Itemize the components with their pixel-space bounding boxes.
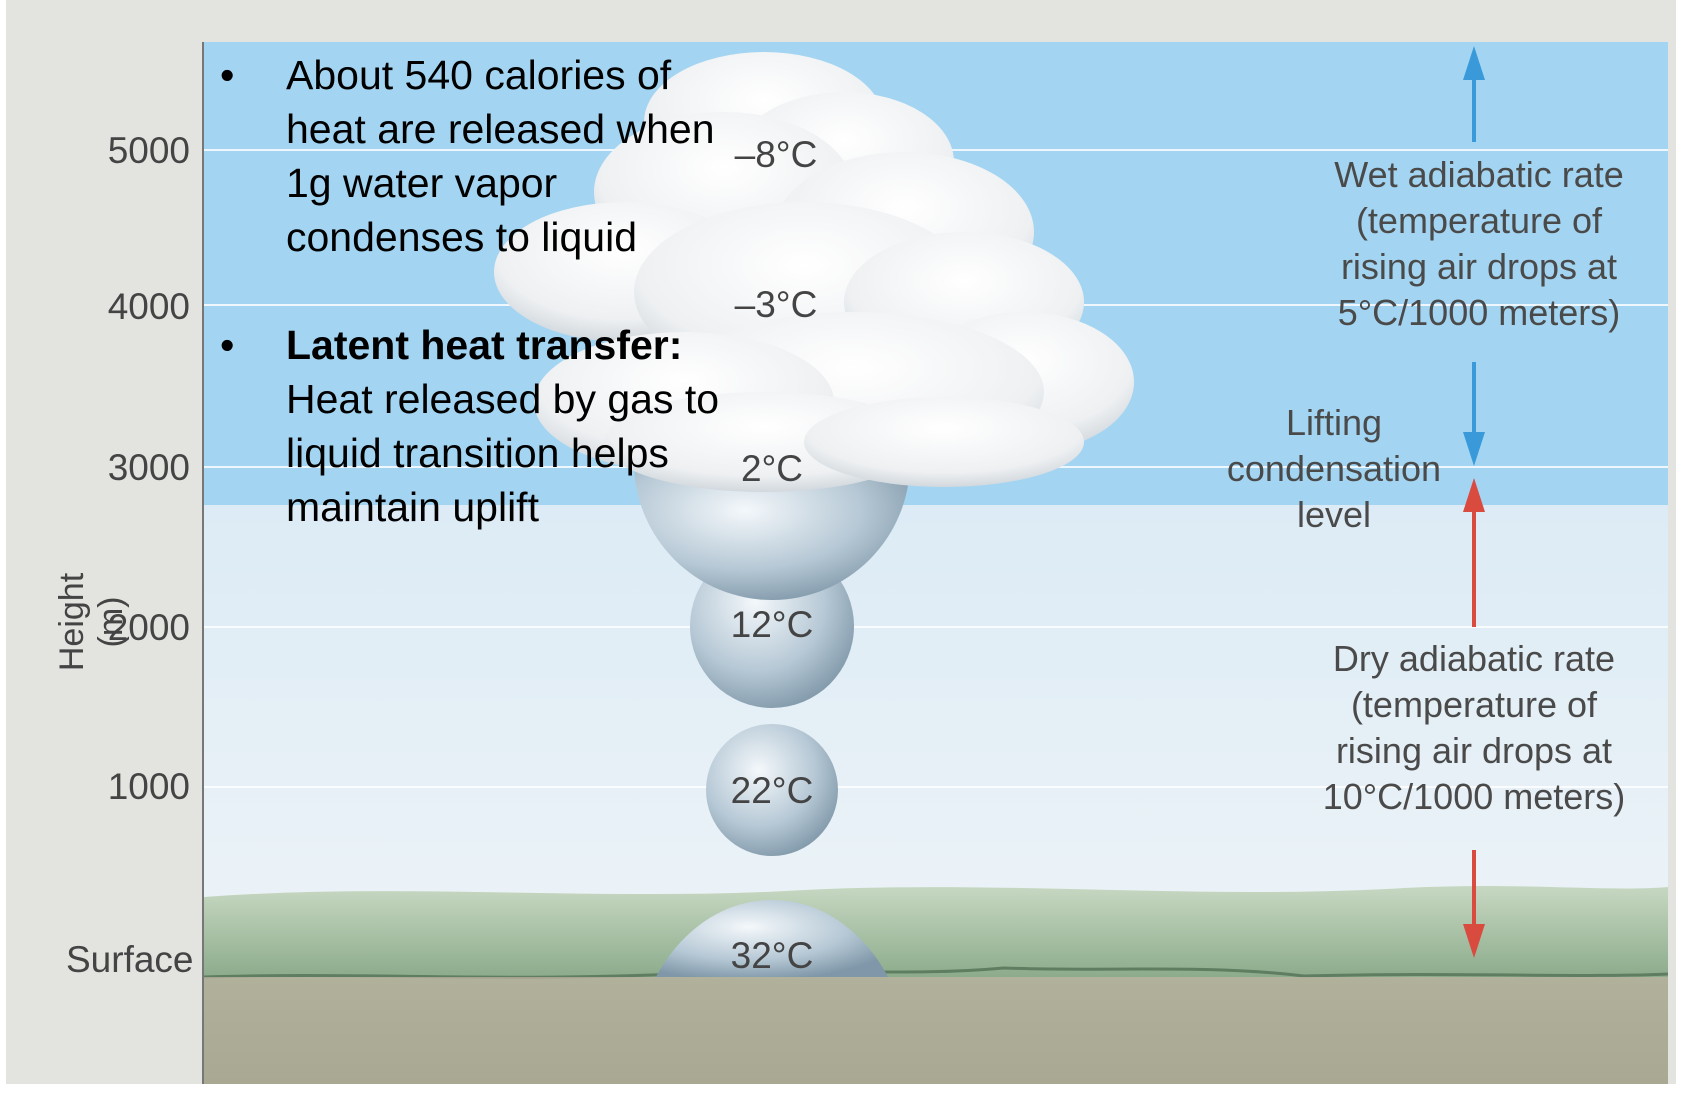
temp-surface: 32°C [730,935,814,976]
parcel-3000m [634,462,910,600]
tick-1000: 1000 [107,766,190,807]
tick-4000: 4000 [107,286,190,327]
plot-area: • About 540 calories of heat are release… [202,42,1668,1084]
wet-arrow-down [1463,362,1485,466]
temp-3000m: 2°C [740,448,804,489]
lcl-label: Lifting condensation level [1226,402,1442,535]
tick-5000: 5000 [107,130,190,171]
bullet-text: About 540 calories of heat are released … [286,52,715,260]
temp-2000m: 12°C [730,604,814,645]
parcel-1000m [706,724,838,856]
wet-arrow-up [1463,46,1485,142]
tick-surface: Surface [66,939,194,980]
wet-rate-label: Wet adiabatic rate (temperature of risin… [1334,154,1624,333]
parcel-surface [656,900,888,977]
dry-arrow-down [1463,850,1485,958]
bullet-marker: • [220,52,235,98]
temp-1000m: 22°C [730,770,814,811]
temp-4000m: –3°C [734,284,818,325]
scene-svg [204,42,1668,1084]
dry-arrow-up [1463,478,1485,627]
bullet-text: Latent heat transfer: Heat released by g… [286,318,756,534]
diagram-frame: Height (m) 5000 4000 3000 2000 1000 Surf… [6,0,1676,1084]
tick-2000: 2000 [107,607,190,648]
cumulus-cloud [494,52,1134,492]
tick-3000: 3000 [107,447,190,488]
bullet-body: Heat released by gas to liquid transitio… [286,376,720,530]
bullet-bold: Latent heat transfer: [286,322,683,368]
dry-rate-label: Dry adiabatic rate (temperature of risin… [1322,638,1626,817]
bullet-marker: • [220,322,235,368]
temp-5000m: –8°C [734,134,818,175]
ground-soil [204,977,1668,1084]
